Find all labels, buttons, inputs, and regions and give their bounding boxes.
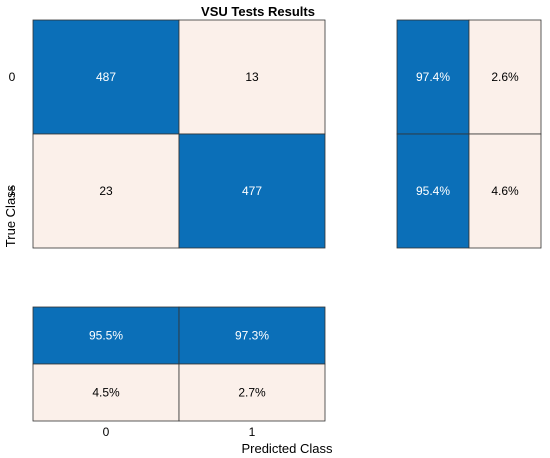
row-summary-cell-1-1 <box>468 133 542 249</box>
confusion-cell-0-1 <box>178 19 326 135</box>
y-axis-label: True Class <box>3 184 18 247</box>
y-tick-label-1: 1 <box>9 184 16 198</box>
column-summary-value-1-1: 2.7% <box>238 386 266 400</box>
confusion-matrix: 487 13 23 477 <box>32 19 326 249</box>
row-summary-value-0-1: 2.6% <box>491 70 519 84</box>
y-tick-label-0: 0 <box>9 70 16 84</box>
row-summary-matrix: 97.4% 2.6% 95.4% 4.6% <box>396 19 542 249</box>
confusion-cell-1-0 <box>32 133 180 249</box>
tick-labels: 0 0 1 1 <box>9 70 256 439</box>
column-summary-value-0-0: 95.5% <box>89 329 123 343</box>
x-tick-label-0: 0 <box>103 425 110 439</box>
column-summary-cell-0-1 <box>178 306 326 365</box>
row-summary-cell-0-0 <box>396 19 470 135</box>
confusion-cell-0-0 <box>32 19 180 135</box>
row-summary-value-1-0: 95.4% <box>416 184 450 198</box>
row-summary-cell-1-0 <box>396 133 470 249</box>
x-tick-label-1: 1 <box>249 425 256 439</box>
confusion-value-1-0: 23 <box>99 184 113 198</box>
confusion-cell-1-1 <box>178 133 326 249</box>
confusion-value-0-0: 487 <box>96 70 116 84</box>
row-summary-value-1-1: 4.6% <box>491 184 519 198</box>
row-summary-cell-0-1 <box>468 19 542 135</box>
confusion-value-1-1: 477 <box>242 184 262 198</box>
chart-title: VSU Tests Results <box>201 4 315 19</box>
column-summary-cell-1-1 <box>178 363 326 422</box>
row-summary-value-0-0: 97.4% <box>416 70 450 84</box>
column-summary-value-0-1: 97.3% <box>235 329 269 343</box>
column-summary-value-1-0: 4.5% <box>92 386 120 400</box>
x-axis-label: Predicted Class <box>241 441 333 456</box>
confusion-value-0-1: 13 <box>245 70 259 84</box>
column-summary-matrix: 95.5% 97.3% 4.5% 2.7% <box>32 306 326 422</box>
